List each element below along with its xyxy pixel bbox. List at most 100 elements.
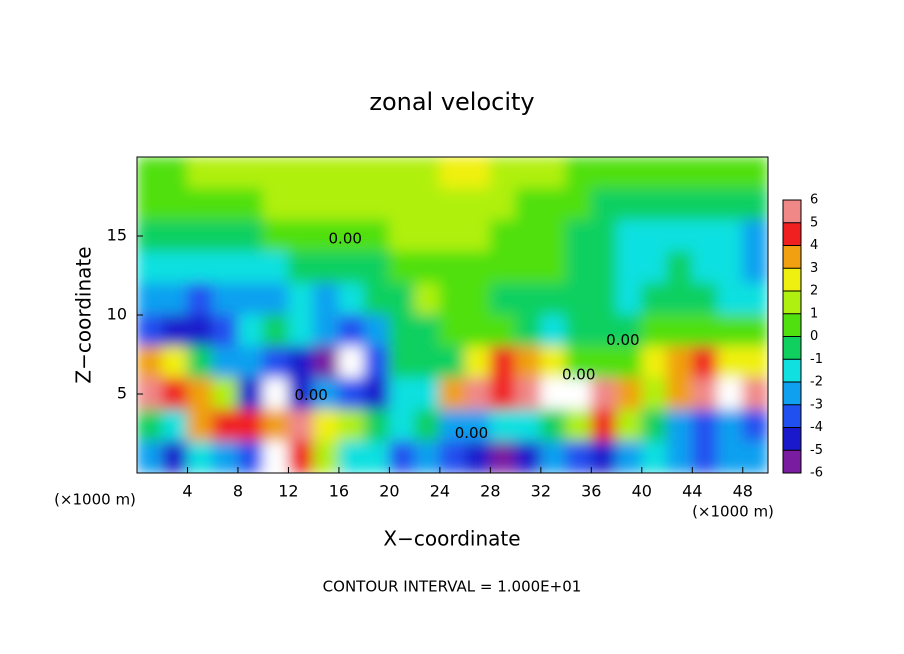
field-cell <box>237 440 264 473</box>
field-cell <box>666 251 693 284</box>
field-cell <box>464 282 491 316</box>
field-cell <box>590 314 618 348</box>
field-cell <box>414 314 441 348</box>
field-cell <box>489 346 517 379</box>
field-cell <box>742 314 768 348</box>
field-cell <box>414 188 441 221</box>
field-cell <box>237 282 264 316</box>
field-cell <box>540 377 567 411</box>
field-cell <box>464 157 491 190</box>
field-cell <box>186 314 214 348</box>
field-cell <box>641 282 668 316</box>
field-cell <box>590 282 618 316</box>
field-cell <box>363 377 390 411</box>
field-cell <box>338 314 365 348</box>
field-cell <box>717 219 744 253</box>
colorbar-tick-label: -2 <box>810 375 823 390</box>
field-cell <box>691 157 719 190</box>
field-cell <box>313 409 340 442</box>
x-tick-label: 36 <box>581 482 601 501</box>
field-cell <box>515 251 542 284</box>
field-cell <box>338 346 365 379</box>
field-cell <box>565 188 592 221</box>
field-cell <box>439 440 466 473</box>
field-cell <box>590 251 618 284</box>
field-cell <box>691 377 719 411</box>
colorbar-band <box>783 291 801 314</box>
field-cell <box>489 314 517 348</box>
field-cell <box>717 346 744 379</box>
colorbar-tick-label: 4 <box>810 238 818 253</box>
x-unit-label: (×1000 m) <box>692 503 774 521</box>
field-cell <box>414 377 441 411</box>
colorbar-band <box>783 382 801 405</box>
field-cell <box>540 346 567 379</box>
y-axis-label: Z−coordinate <box>72 246 96 383</box>
field-cell <box>137 251 163 284</box>
field-cell <box>717 251 744 284</box>
field-cell <box>439 346 466 379</box>
x-tick-label: 8 <box>233 482 243 501</box>
x-tick-label: 28 <box>480 482 500 501</box>
field-cell <box>388 219 416 253</box>
field-cell <box>691 440 719 473</box>
field-cell <box>212 377 239 411</box>
field-cell <box>363 251 390 284</box>
field-cell <box>237 251 264 284</box>
field-cell <box>212 346 239 379</box>
field-cell <box>439 219 466 253</box>
field-cell <box>313 346 340 379</box>
field-cell <box>439 377 466 411</box>
field-cell <box>691 251 719 284</box>
field-cell <box>616 409 643 442</box>
field-cell <box>313 188 340 221</box>
field-cell <box>616 157 643 190</box>
y-tick-label: 15 <box>107 226 127 245</box>
field-cell <box>414 251 441 284</box>
colorbar-band <box>783 245 801 269</box>
field-cell <box>515 314 542 348</box>
field-cell <box>186 440 214 473</box>
field-cell <box>262 409 289 442</box>
field-cell <box>666 440 693 473</box>
field-cell <box>717 314 744 348</box>
field-cell <box>414 409 441 442</box>
field-cell <box>515 219 542 253</box>
field-cell <box>515 346 542 379</box>
field-cell <box>186 188 214 221</box>
field-cell <box>212 282 239 316</box>
field-cell <box>742 377 768 411</box>
field-cell <box>641 219 668 253</box>
field-cell <box>161 409 188 442</box>
field-cell <box>388 282 416 316</box>
field-cell <box>212 188 239 221</box>
field-cell <box>363 219 390 253</box>
field-cell <box>590 188 618 221</box>
field-cell <box>212 440 239 473</box>
field-cell <box>565 251 592 284</box>
field-cell <box>641 440 668 473</box>
field-cell <box>641 314 668 348</box>
field-cell <box>489 440 517 473</box>
field-cell <box>565 377 592 411</box>
field-cell <box>717 188 744 221</box>
field-cell <box>590 377 618 411</box>
field-cell <box>161 377 188 411</box>
field-cell <box>237 188 264 221</box>
field-cell <box>338 251 365 284</box>
field-cell <box>666 219 693 253</box>
field-cell <box>338 188 365 221</box>
field-cell <box>262 219 289 253</box>
contour-label: 0.00 <box>329 230 362 248</box>
field-cell <box>515 188 542 221</box>
field-cell <box>464 219 491 253</box>
field-cell <box>137 314 163 348</box>
field-cell <box>287 409 315 442</box>
field-cell <box>464 251 491 284</box>
field-cell <box>262 440 289 473</box>
field-cell <box>313 251 340 284</box>
field-cell <box>414 219 441 253</box>
field-cell <box>489 251 517 284</box>
chart-title: zonal velocity <box>369 88 534 116</box>
field-cell <box>464 314 491 348</box>
